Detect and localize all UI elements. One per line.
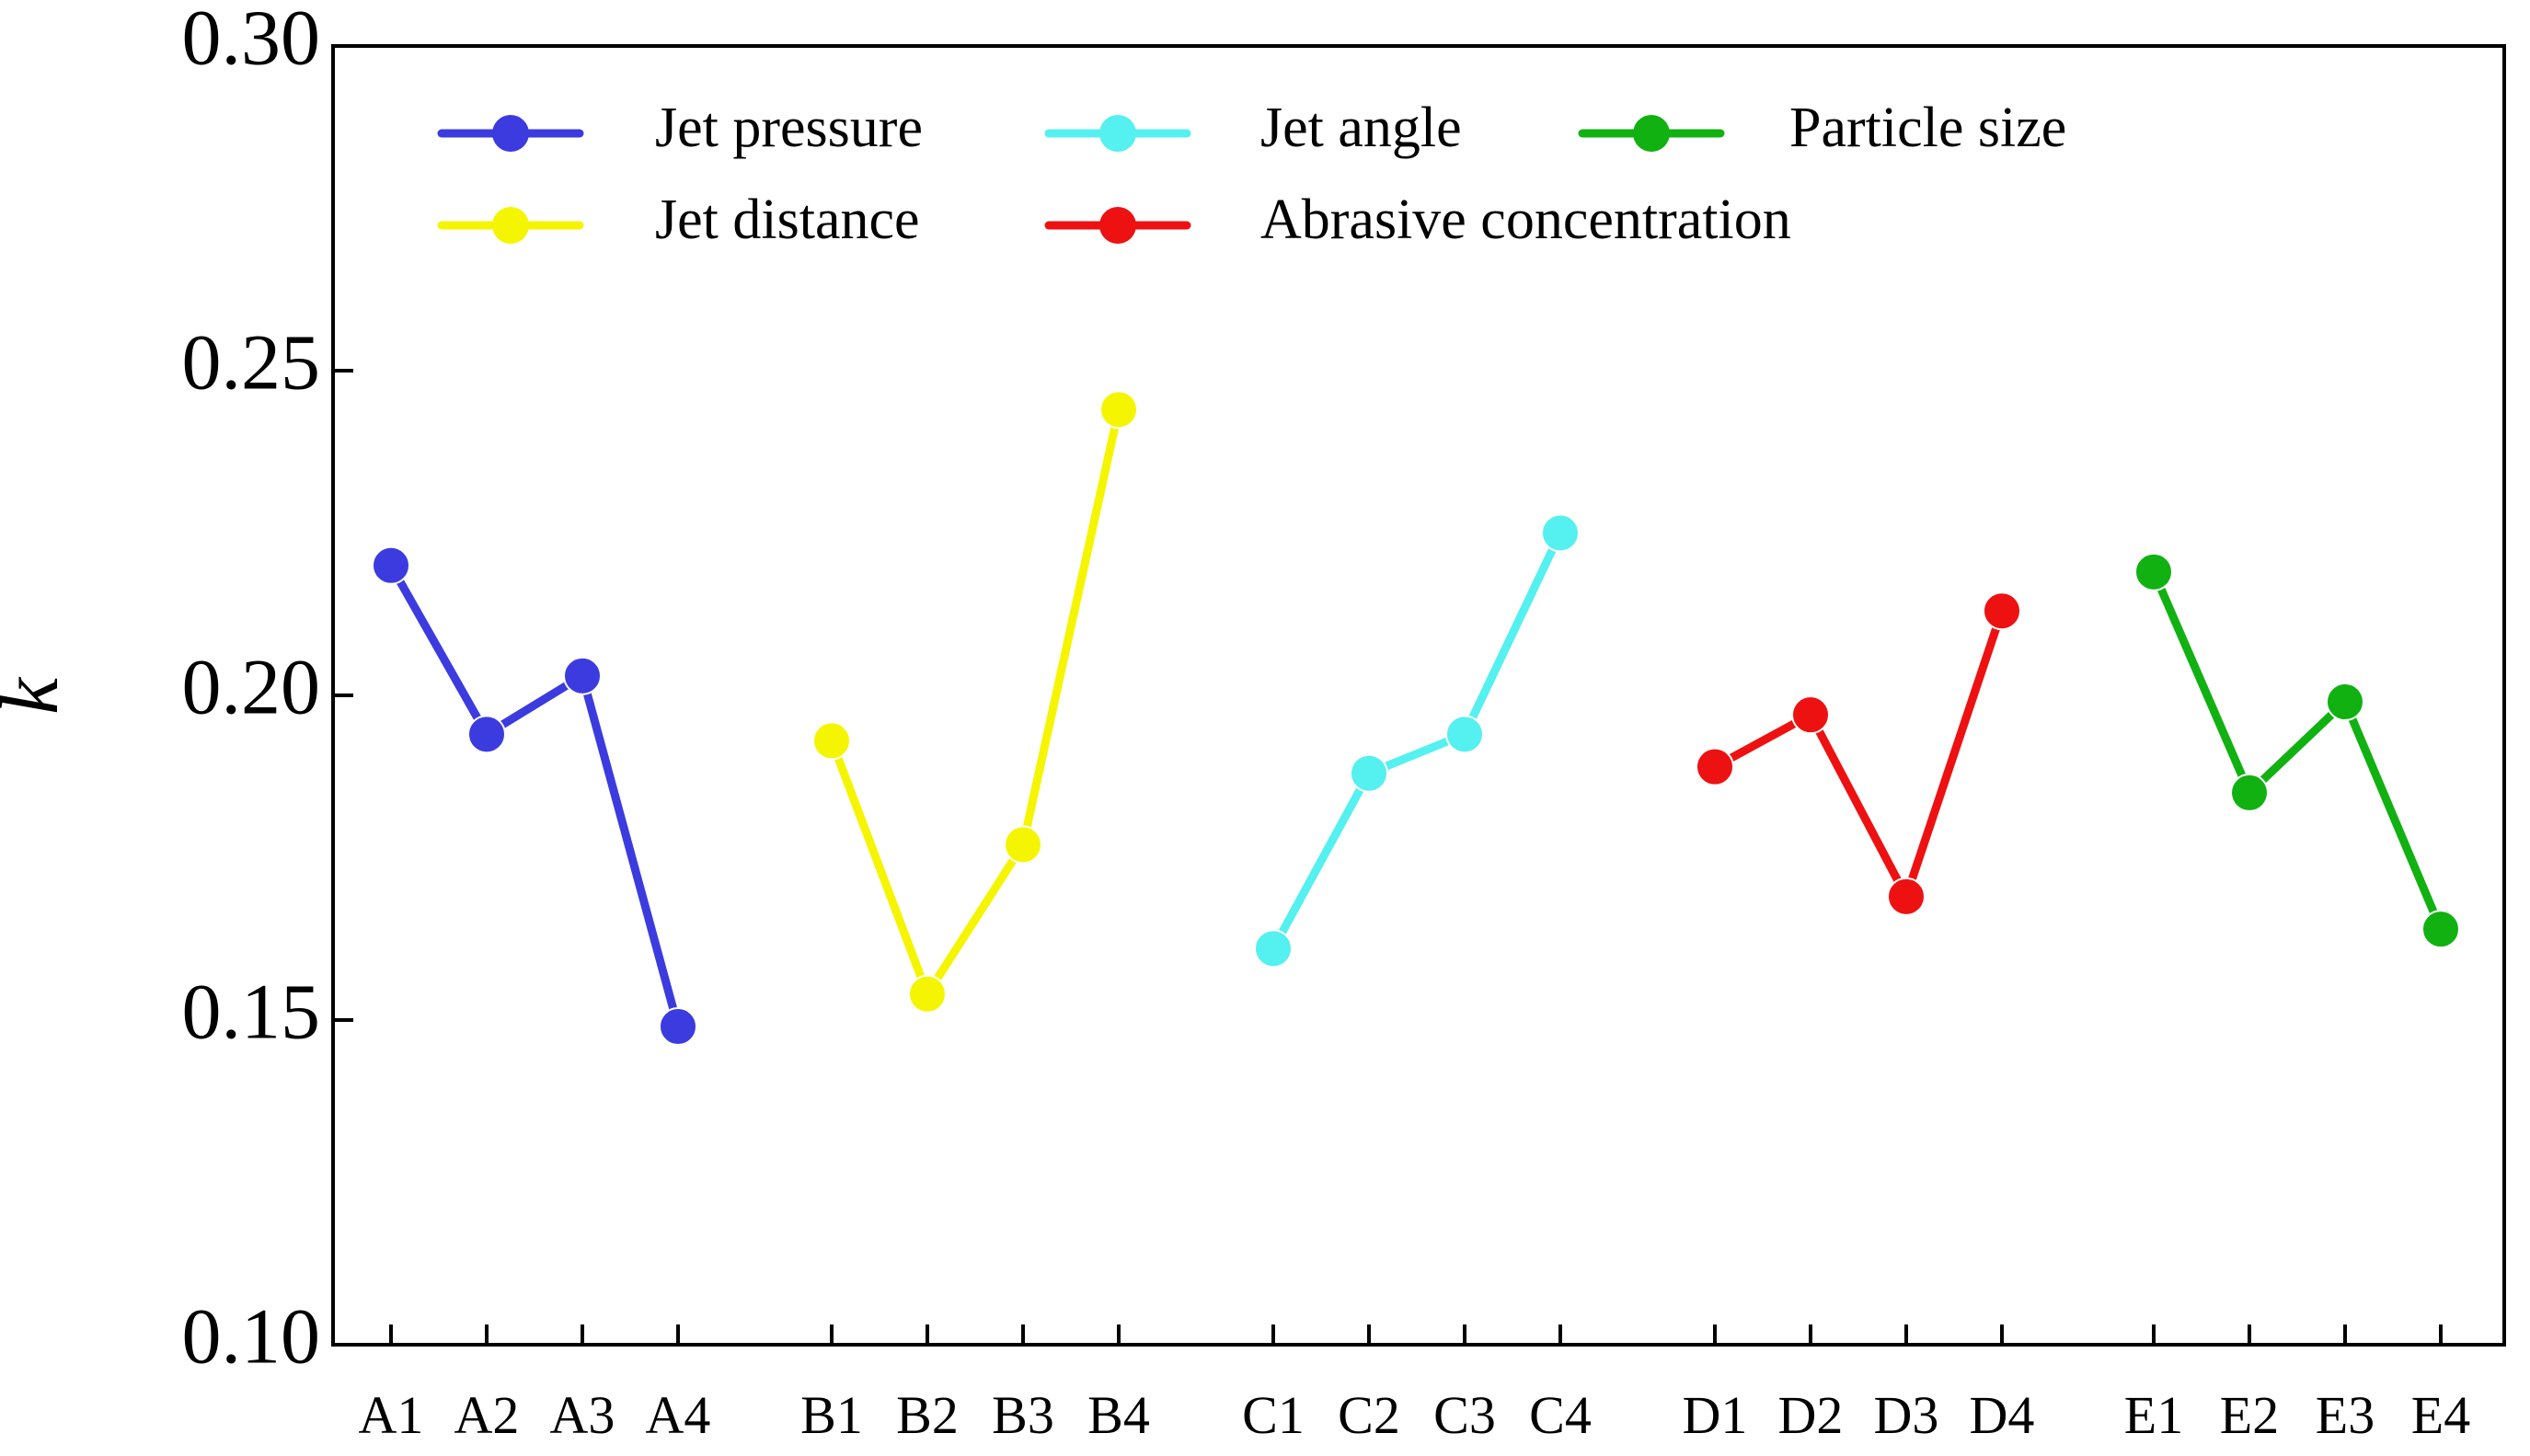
- legend-entry: Jet distance: [437, 189, 920, 251]
- data-point: [1887, 877, 1926, 916]
- data-point: [2421, 910, 2460, 949]
- y-tick-label: 0.20: [182, 643, 321, 731]
- x-tick-label: C3: [1433, 1385, 1496, 1445]
- legend-label: Particle size: [1789, 97, 2066, 159]
- data-point: [1254, 929, 1293, 969]
- data-point: [2134, 552, 2173, 591]
- legend-swatch-marker: [1633, 115, 1670, 152]
- x-tick-label: C2: [1338, 1385, 1400, 1445]
- y-axis-label: k: [0, 676, 75, 715]
- x-tick-label: B4: [1087, 1385, 1150, 1445]
- data-point: [908, 974, 947, 1014]
- data-point: [1350, 753, 1388, 793]
- series-line: [1710, 606, 2007, 901]
- y-tick-label: 0.30: [182, 0, 321, 82]
- x-tick-label: A2: [454, 1385, 520, 1445]
- x-tick-label: D3: [1874, 1385, 1939, 1445]
- data-point: [2230, 773, 2269, 812]
- legend-swatch-marker: [492, 115, 529, 152]
- data-point: [563, 656, 602, 695]
- series-line: [1269, 529, 1565, 953]
- legend-label: Abrasive concentration: [1260, 189, 1791, 251]
- data-point: [812, 721, 851, 761]
- legend-label: Jet angle: [1260, 97, 1462, 159]
- legend-label: Jet pressure: [655, 97, 923, 159]
- series-line: [2149, 567, 2445, 934]
- legend-entry: Jet pressure: [437, 97, 923, 159]
- data-point: [1696, 747, 1734, 786]
- x-tick-label: E1: [2124, 1385, 2183, 1445]
- data-point: [1983, 591, 2021, 631]
- x-tick-label: E2: [2220, 1385, 2279, 1445]
- legend-entry: Abrasive concentration: [1044, 189, 1791, 251]
- y-tick-label: 0.15: [182, 968, 321, 1056]
- legend-entry: Particle size: [1578, 97, 2066, 159]
- data-point: [1541, 513, 1580, 553]
- data-point: [1791, 695, 1830, 735]
- y-tick-label: 0.25: [182, 318, 321, 407]
- x-tick-label: E4: [2411, 1385, 2470, 1445]
- x-tick-label: E3: [2316, 1385, 2375, 1445]
- data-point: [1099, 390, 1138, 430]
- legend-entry: Jet angle: [1044, 97, 1462, 159]
- data-point: [659, 1007, 697, 1047]
- data-point: [1445, 715, 1484, 754]
- y-tick-label: 0.10: [182, 1292, 321, 1381]
- x-tick-label: D2: [1778, 1385, 1844, 1445]
- data-point: [467, 715, 506, 754]
- x-tick-label: B2: [896, 1385, 959, 1445]
- legend: Jet pressure Jet angle Particle size Jet di…: [437, 97, 2066, 251]
- legend-swatch-marker: [1099, 207, 1136, 244]
- series-line: [827, 405, 1123, 999]
- legend-swatch-marker: [1099, 115, 1136, 152]
- x-tick-label: B1: [800, 1385, 863, 1445]
- x-tick-label: A3: [550, 1385, 615, 1445]
- series-line: [386, 561, 683, 1031]
- legend-swatch-marker: [492, 207, 529, 244]
- series-lines: [372, 390, 2460, 1047]
- data-point: [2326, 682, 2364, 722]
- x-tick-label: B3: [992, 1385, 1054, 1445]
- x-tick-label: D1: [1683, 1385, 1748, 1445]
- data-point: [372, 545, 410, 585]
- x-tick-label: A4: [646, 1385, 711, 1445]
- legend-label: Jet distance: [655, 189, 920, 251]
- x-tick-label: C4: [1529, 1385, 1592, 1445]
- data-point: [1004, 825, 1042, 865]
- x-tick-label: D4: [1970, 1385, 2035, 1445]
- x-tick-label: C1: [1242, 1385, 1305, 1445]
- x-tick-label: A1: [359, 1385, 424, 1445]
